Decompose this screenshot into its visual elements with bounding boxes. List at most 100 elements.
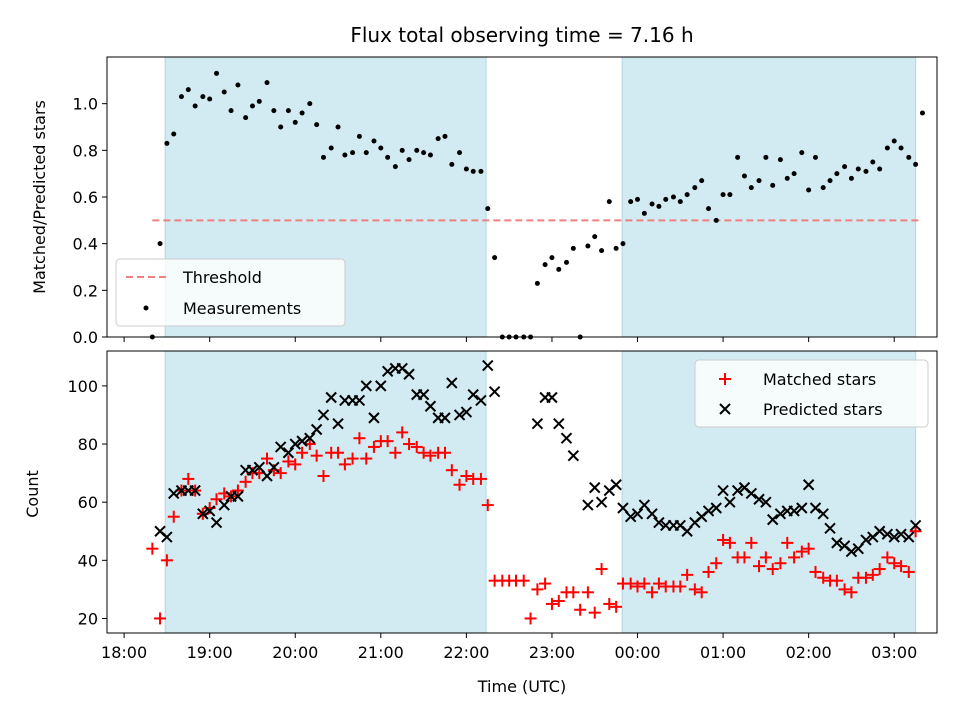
matched-star-point	[552, 595, 565, 608]
measurement-point	[741, 173, 747, 179]
measurement-point	[713, 217, 719, 223]
matched-star-point	[531, 583, 544, 596]
predicted-star-point	[553, 417, 565, 430]
predicted-star-point	[888, 531, 900, 543]
measurement-point	[898, 145, 904, 151]
measurement-point	[492, 255, 498, 261]
predicted-star-point	[653, 516, 665, 529]
predicted-star-point	[903, 531, 915, 543]
measurement-point	[563, 259, 569, 265]
predicted-star-point	[189, 484, 201, 497]
measurement-point	[328, 145, 334, 151]
predicted-star-point	[325, 391, 337, 404]
predicted-star-point	[197, 508, 209, 520]
predicted-star-point	[310, 423, 323, 436]
measurement-point	[884, 145, 890, 151]
legend-predicted-label: Predicted stars	[763, 400, 883, 419]
matched-star-point	[873, 563, 886, 576]
predicted-star-point	[760, 496, 772, 508]
measurement-point	[677, 199, 683, 205]
matched-star-point	[332, 446, 345, 459]
matched-star-point	[453, 478, 466, 491]
matched-star-point	[231, 484, 244, 497]
measurement-point	[442, 133, 448, 139]
matched-star-point	[738, 551, 751, 564]
matched-star-point	[460, 470, 473, 483]
matched-star-point	[717, 533, 730, 546]
measurement-point	[919, 110, 925, 116]
measurement-point	[457, 150, 463, 156]
matched-star-point	[239, 475, 252, 488]
top-y-ticks: 0.0 0.2 0.4 0.6 0.8 1.0	[73, 95, 107, 347]
legend-matched-swatch	[719, 373, 731, 385]
matched-star-point	[154, 612, 167, 625]
predicted-star-point	[296, 435, 308, 447]
matched-star-point	[410, 440, 423, 453]
matched-stars-points	[146, 426, 922, 625]
legend-threshold-label: Threshold	[182, 268, 262, 287]
measurement-point	[235, 82, 241, 88]
predicted-star-point	[210, 516, 223, 529]
measurement-point	[314, 122, 320, 128]
legend-measurements-label: Measurements	[183, 299, 301, 318]
bottom-x-ticks: 18:00 19:00 20:00 21:00 22:00 23:00 00:00 01:00…	[101, 633, 917, 662]
matched-star-point	[859, 571, 872, 584]
matched-star-point	[396, 426, 409, 439]
matched-star-point	[146, 542, 159, 555]
matched-star-point	[809, 565, 822, 578]
matched-star-point	[788, 551, 801, 564]
measurement-point	[585, 243, 591, 249]
measurement-point	[278, 124, 284, 130]
measurement-point	[292, 119, 298, 125]
x-tick-label: 00:00	[614, 643, 660, 662]
matched-star-point	[274, 467, 287, 480]
top-legend-box	[115, 258, 346, 327]
predicted-star-point	[560, 432, 573, 444]
top-shaded-intervals	[164, 56, 917, 338]
predicted-star-point	[482, 359, 494, 372]
measurement-point	[342, 152, 348, 158]
matched-star-point	[210, 493, 223, 506]
matched-star-point	[830, 574, 843, 587]
measurement-point	[478, 168, 484, 174]
x-tick-label: 19:00	[187, 643, 233, 662]
matched-star-point	[888, 557, 901, 570]
shaded-interval-bottom-0	[164, 350, 487, 634]
predicted-star-point	[731, 484, 744, 497]
predicted-star-point	[232, 490, 244, 503]
predicted-star-point	[439, 412, 451, 424]
measurement-point	[435, 136, 441, 142]
matched-star-point	[631, 580, 644, 593]
predicted-star-point	[595, 496, 608, 508]
measurement-point	[178, 94, 184, 100]
matched-star-point	[167, 510, 180, 523]
predicted-star-point	[809, 502, 822, 514]
predicted-star-point	[246, 464, 259, 476]
matched-star-point	[261, 452, 274, 465]
measurement-point	[756, 178, 762, 184]
y-tick-label: 0.8	[73, 141, 98, 160]
measurement-point	[891, 138, 897, 144]
chart-title: Flux total observing time = 7.16 h	[350, 23, 693, 47]
predicted-star-point	[881, 528, 894, 540]
predicted-star-point	[531, 417, 544, 430]
measurement-point	[427, 152, 433, 158]
measurement-point	[592, 234, 598, 240]
measurement-point	[641, 210, 647, 216]
matched-star-point	[353, 432, 366, 445]
y-tick-label: 0.6	[73, 188, 98, 207]
measurement-point	[164, 140, 170, 146]
predicted-star-point	[646, 508, 658, 520]
x-tick-label: 21:00	[358, 643, 404, 662]
legend-matched-label: Matched stars	[763, 370, 876, 389]
y-tick-label: 80	[78, 435, 98, 454]
predicted-star-point	[567, 449, 580, 462]
predicted-star-point	[332, 417, 344, 430]
measurement-point	[243, 115, 249, 121]
matched-star-point	[403, 438, 416, 451]
predicted-star-point	[845, 545, 858, 558]
predicted-star-point	[631, 508, 644, 520]
y-tick-label: 40	[78, 551, 98, 570]
predicted-star-point	[317, 409, 330, 421]
predicted-star-point	[909, 519, 922, 532]
